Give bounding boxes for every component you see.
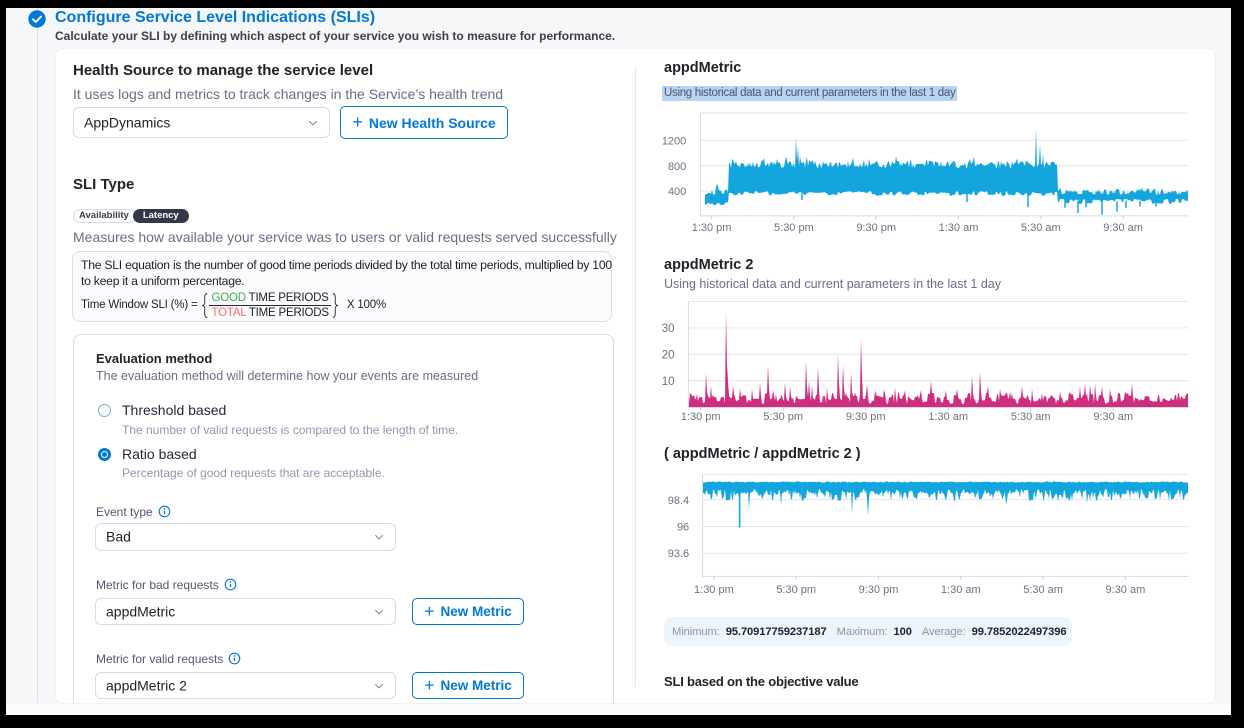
svg-text:5:30 pm: 5:30 pm: [776, 584, 816, 596]
svg-text:93.6: 93.6: [668, 548, 689, 560]
svg-text:1:30 pm: 1:30 pm: [681, 411, 721, 423]
svg-text:30: 30: [662, 323, 675, 335]
svg-text:5:30 pm: 5:30 pm: [774, 222, 814, 234]
svg-text:1:30 pm: 1:30 pm: [692, 222, 732, 234]
svg-text:9:30 am: 9:30 am: [1103, 222, 1143, 234]
svg-text:5:30 am: 5:30 am: [1023, 584, 1063, 596]
svg-text:96: 96: [677, 522, 689, 534]
svg-text:1:30 am: 1:30 am: [941, 584, 981, 596]
svg-text:9:30 am: 9:30 am: [1093, 411, 1133, 423]
svg-text:98.4: 98.4: [668, 495, 689, 507]
svg-text:9:30 pm: 9:30 pm: [859, 584, 899, 596]
svg-text:1:30 pm: 1:30 pm: [694, 584, 734, 596]
svg-text:1200: 1200: [662, 135, 686, 147]
svg-text:9:30 am: 9:30 am: [1106, 584, 1146, 596]
svg-text:20: 20: [662, 349, 675, 361]
svg-text:1:30 am: 1:30 am: [928, 411, 968, 423]
svg-text:9:30 pm: 9:30 pm: [856, 222, 896, 234]
svg-text:400: 400: [668, 186, 686, 198]
svg-text:9:30 pm: 9:30 pm: [846, 411, 886, 423]
svg-text:5:30 am: 5:30 am: [1021, 222, 1061, 234]
svg-text:5:30 am: 5:30 am: [1011, 411, 1051, 423]
svg-text:10: 10: [662, 376, 675, 388]
svg-text:800: 800: [668, 161, 686, 173]
svg-text:5:30 pm: 5:30 pm: [763, 411, 803, 423]
svg-text:1:30 am: 1:30 am: [939, 222, 979, 234]
